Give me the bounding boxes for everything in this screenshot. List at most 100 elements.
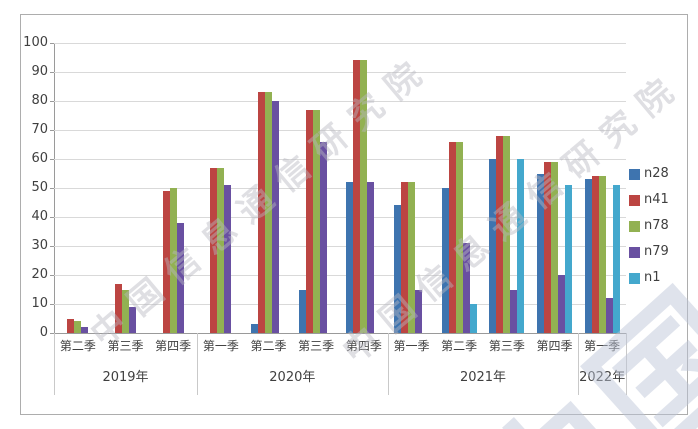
y-tick-label-70: 70 xyxy=(31,122,48,137)
bar-slot-n41 xyxy=(448,43,456,333)
bar-slot-n79 xyxy=(176,43,184,333)
gridline-70 xyxy=(54,129,626,131)
bar-group-12 xyxy=(578,43,626,333)
bar-slot-n41 xyxy=(210,43,218,333)
x-tick-label-2: 第三季 xyxy=(107,339,144,353)
bar-n79-4 xyxy=(224,185,232,333)
bar-n79-6 xyxy=(319,141,327,333)
bar-n41-1 xyxy=(67,318,75,333)
bar-slot-n41 xyxy=(591,43,599,333)
plot-area xyxy=(54,42,626,333)
legend-item-n28: n28 xyxy=(629,166,669,182)
bar-n1-9 xyxy=(469,304,477,333)
bar-slot-n79 xyxy=(462,43,470,333)
bar-slot-n28 xyxy=(156,43,163,333)
bar-n41-2 xyxy=(114,283,122,333)
legend-label-n79: n79 xyxy=(644,244,669,259)
bar-slot-n41 xyxy=(162,43,170,333)
y-tick-label-50: 50 xyxy=(31,180,48,195)
bar-slot-n28 xyxy=(441,43,449,333)
bar-n79-11 xyxy=(557,275,565,333)
x-tick-label-11: 第四季 xyxy=(536,339,573,353)
bar-slot-n78 xyxy=(312,43,320,333)
bar-slot-n79 xyxy=(414,43,422,333)
bar-slot-n28 xyxy=(203,43,210,333)
y-tick-label-100: 100 xyxy=(23,35,48,50)
bar-group-2 xyxy=(102,43,150,333)
legend-item-n41: n41 xyxy=(629,192,669,208)
bar-n1-10 xyxy=(517,159,525,333)
bar-slot-n41 xyxy=(305,43,313,333)
year-separator xyxy=(626,333,627,395)
x-tick-label-12: 第一季 xyxy=(584,339,621,353)
bar-slot-n41 xyxy=(257,43,265,333)
bar-slot-n28 xyxy=(60,43,67,333)
y-tick-90 xyxy=(50,72,54,73)
bar-slot-n78 xyxy=(74,43,82,333)
legend-item-n78: n78 xyxy=(629,218,669,234)
bar-slot-n28 xyxy=(108,43,115,333)
y-tick-label-20: 20 xyxy=(31,267,48,282)
bar-n78-7 xyxy=(360,60,368,333)
bar-group-10 xyxy=(483,43,531,333)
year-separator xyxy=(387,333,389,395)
y-tick-20 xyxy=(50,275,54,276)
bar-n41-8 xyxy=(400,182,408,333)
bar-n78-11 xyxy=(550,161,558,333)
bar-slot-n79 xyxy=(128,43,136,333)
y-tick-40 xyxy=(50,217,54,218)
legend-label-n28: n28 xyxy=(644,166,669,181)
bar-slot-n1 xyxy=(279,43,286,333)
bar-group-3 xyxy=(149,43,197,333)
year-separator xyxy=(197,333,198,395)
bar-group-8 xyxy=(388,43,436,333)
bar-slot-n78 xyxy=(169,43,177,333)
x-tick-label-3: 第四季 xyxy=(155,339,192,353)
chart-frame: 0 10 20 30 40 50 60 70 80 90 100 第二季 第三季 第四季 第一季 第二季 第三… xyxy=(20,14,688,415)
legend-swatch-n41 xyxy=(629,194,640,206)
bar-slot-n79 xyxy=(271,43,279,333)
bar-n78-6 xyxy=(312,109,320,333)
gridline-30 xyxy=(54,245,626,247)
bar-n28-6 xyxy=(298,289,306,333)
bar-slot-n1 xyxy=(184,43,191,333)
bar-slot-n79 xyxy=(81,43,89,333)
bar-n41-7 xyxy=(353,60,361,333)
bar-n79-7 xyxy=(367,182,375,333)
bar-n79-3 xyxy=(176,222,184,333)
bar-slot-n28 xyxy=(489,43,497,333)
bar-slot-n28 xyxy=(298,43,306,333)
bar-n41-12 xyxy=(591,176,599,333)
bar-n79-12 xyxy=(605,298,613,333)
x-tick-label-1: 第二季 xyxy=(59,339,96,353)
bar-slot-n1 xyxy=(564,43,572,333)
bar-n1-12 xyxy=(612,185,620,333)
bar-slot-n1 xyxy=(422,43,429,333)
bar-slot-n79 xyxy=(367,43,375,333)
year-separator xyxy=(54,333,55,395)
bar-slot-n28 xyxy=(346,43,354,333)
x-tick-label-4: 第一季 xyxy=(202,339,239,353)
bar-group-5 xyxy=(245,43,293,333)
bar-slot-n79 xyxy=(605,43,613,333)
legend-label-n1: n1 xyxy=(644,270,661,285)
x-tick-label-9: 第二季 xyxy=(441,339,478,353)
y-tick-30 xyxy=(50,246,54,247)
bar-slot-n78 xyxy=(121,43,129,333)
bar-n28-7 xyxy=(346,182,354,333)
year-label-2022年: 2022年 xyxy=(579,370,626,385)
bar-slot-n1 xyxy=(517,43,525,333)
bar-n41-4 xyxy=(210,167,218,333)
gridline-50 xyxy=(54,187,626,189)
bar-n79-9 xyxy=(462,243,470,333)
x-tick-label-7: 第四季 xyxy=(345,339,382,353)
year-label-2019年: 2019年 xyxy=(102,370,149,385)
y-tick-label-0: 0 xyxy=(39,325,48,340)
legend: n28 n41 n78 n79 n1 xyxy=(627,15,689,416)
legend-swatch-n1 xyxy=(629,272,640,284)
bar-slot-n78 xyxy=(407,43,415,333)
bar-n41-6 xyxy=(305,109,313,333)
bar-slot-n41 xyxy=(353,43,361,333)
y-tick-100 xyxy=(50,43,54,44)
y-axis-line xyxy=(54,43,55,334)
